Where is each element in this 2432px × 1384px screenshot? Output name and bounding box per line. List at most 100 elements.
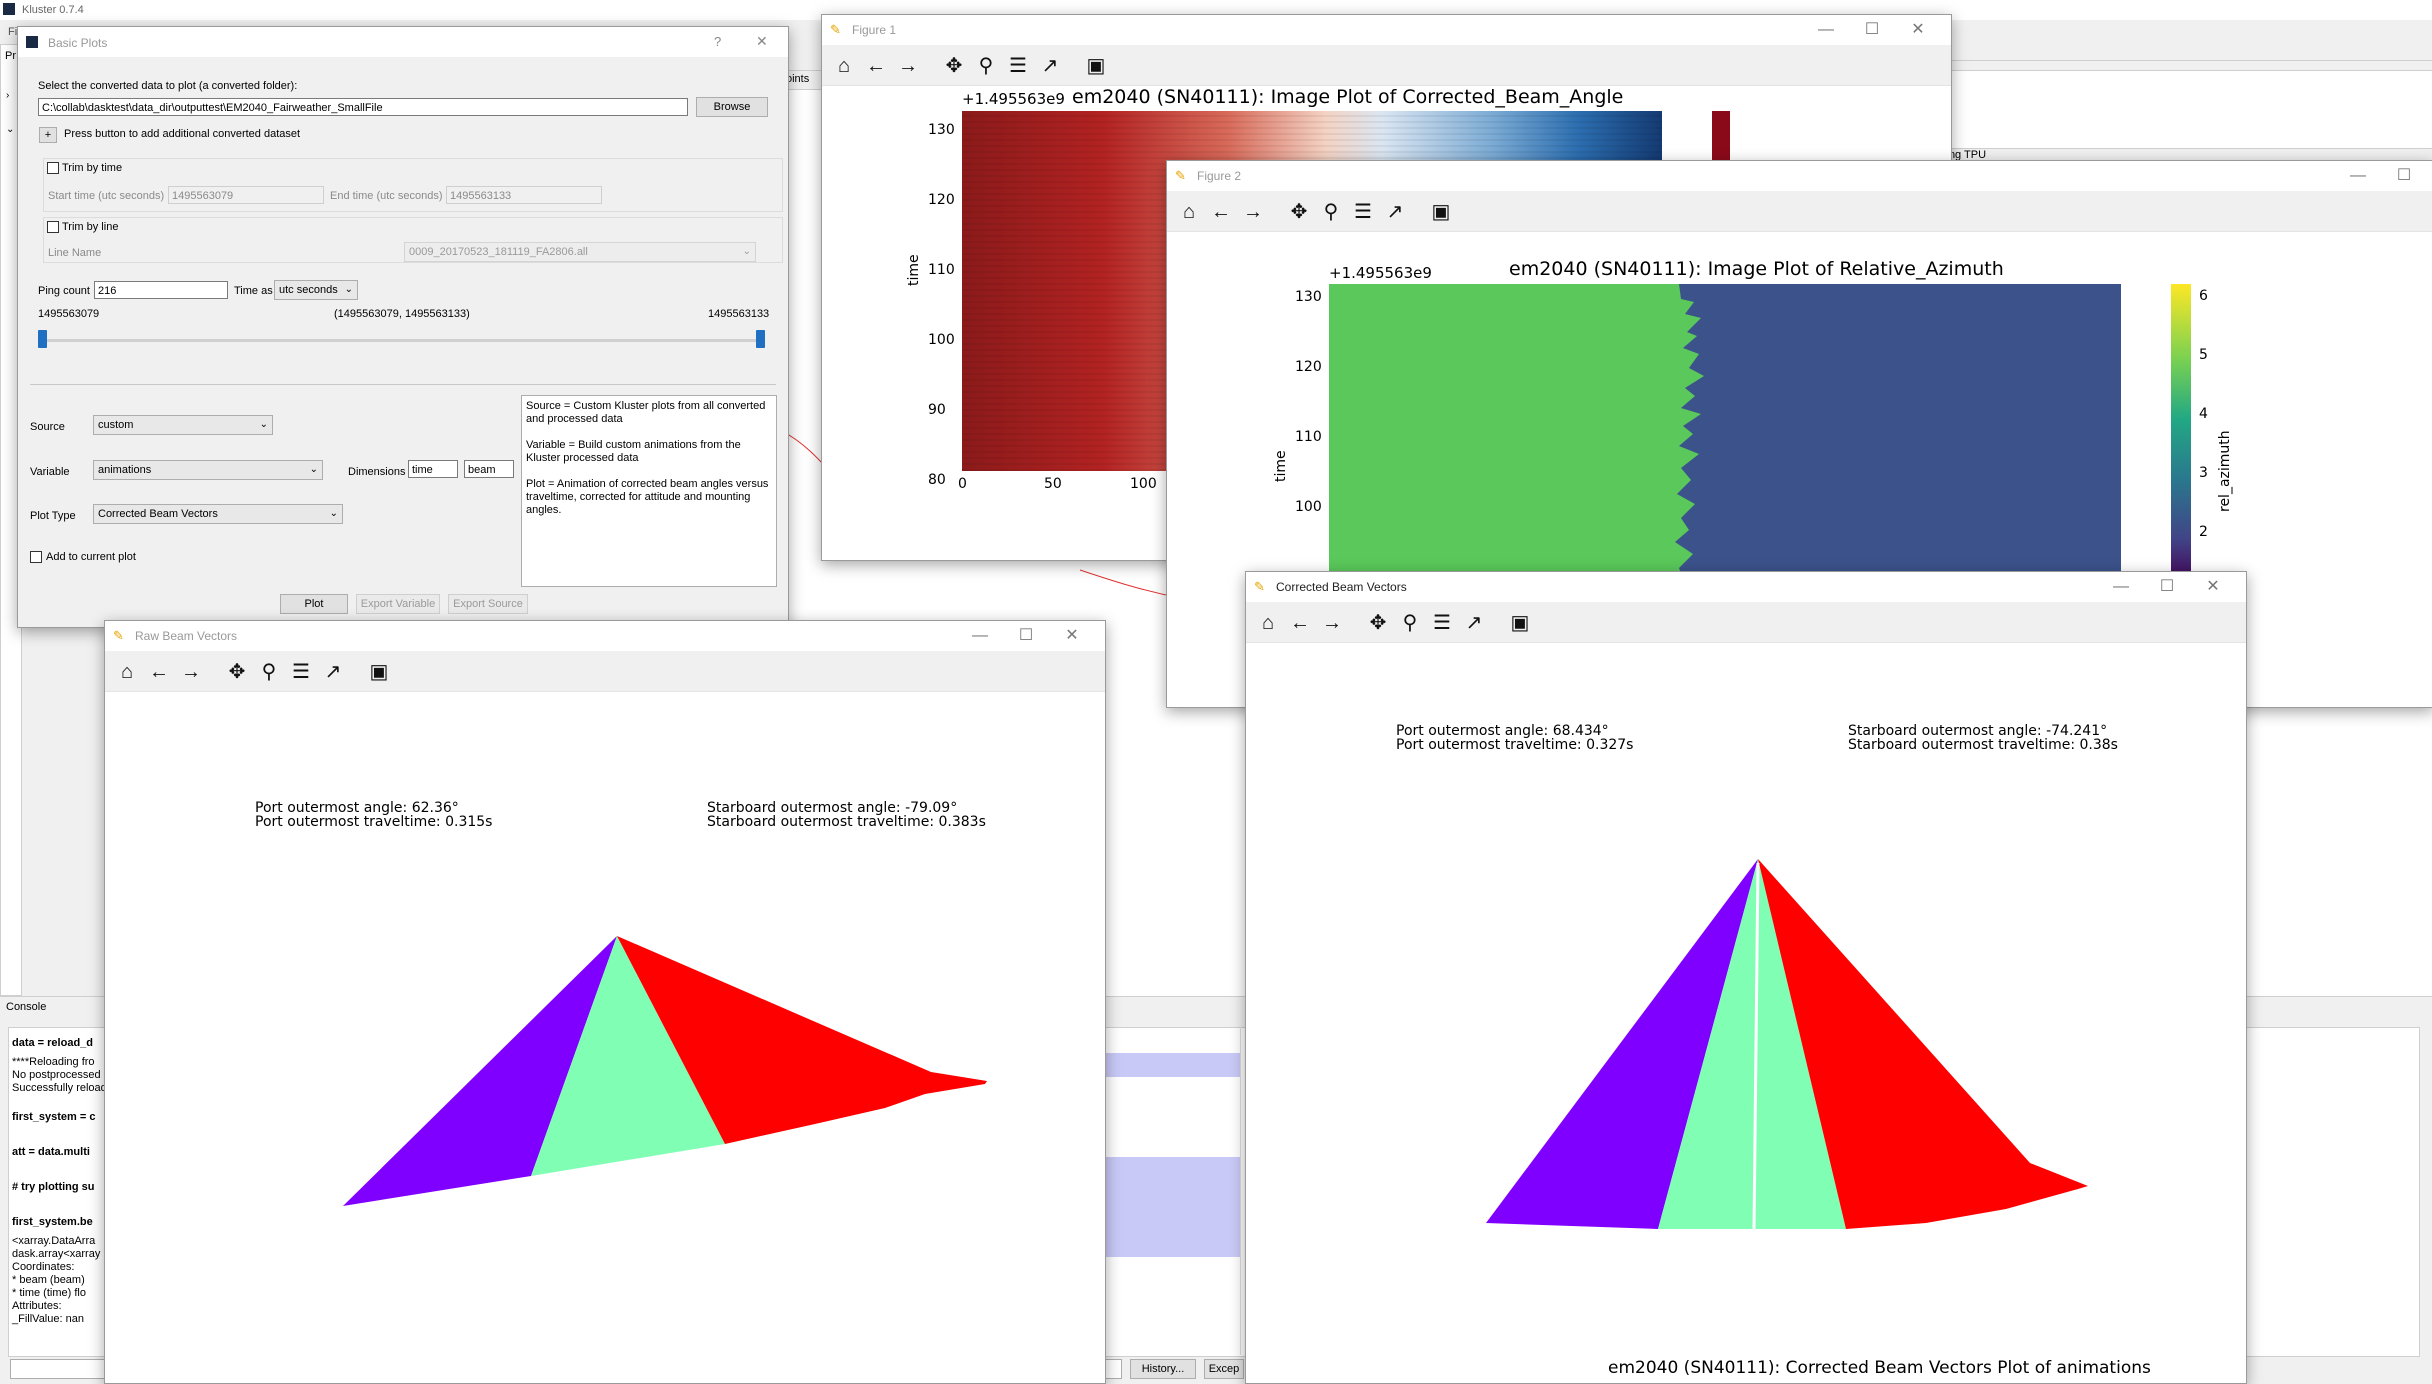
close-button[interactable]: ✕ (756, 33, 768, 49)
zoom-icon[interactable]: ⚲ (261, 661, 277, 683)
edit-axis-icon[interactable]: ↗ (1465, 612, 1483, 634)
chevron-down-icon[interactable]: ⌄ (6, 124, 15, 135)
forward-arrow-icon[interactable]: → (1243, 201, 1263, 223)
help-button[interactable]: ? (714, 34, 722, 49)
start-time-input[interactable]: 1495563079 (168, 186, 324, 204)
export-variable-button[interactable]: Export Variable (356, 594, 440, 614)
range-slider-track[interactable] (42, 339, 764, 342)
maximize-button[interactable]: ☐ (1018, 627, 1034, 644)
forward-arrow-icon[interactable]: → (1322, 612, 1342, 634)
figure1-xtick-label: 50 (1044, 476, 1062, 492)
colorbar-tick-label: 6 (2199, 288, 2208, 304)
zoom-icon[interactable]: ⚲ (978, 55, 994, 77)
close-button[interactable]: ✕ (1065, 627, 1079, 644)
save-icon[interactable]: ▣ (369, 661, 389, 683)
plot-type-combo[interactable]: Corrected Beam Vectors ⌄ (93, 504, 343, 524)
tab-points[interactable]: oints (785, 70, 827, 90)
dimension1-input[interactable]: time (408, 460, 458, 478)
home-icon[interactable]: ⌂ (120, 661, 134, 683)
menu-file[interactable]: Fi (8, 26, 18, 38)
range-max-label: 1495563133 (708, 308, 770, 320)
subplots-config-icon[interactable]: ☰ (1009, 55, 1027, 77)
home-icon[interactable]: ⌂ (1182, 201, 1196, 223)
save-icon[interactable]: ▣ (1510, 612, 1530, 634)
minimize-button[interactable]: — (1818, 21, 1834, 38)
corrected-canvas[interactable]: Port outermost angle: 68.434° Port outer… (1246, 643, 2246, 1383)
variable-combo[interactable]: animations ⌄ (93, 460, 323, 480)
subplots-config-icon[interactable]: ☰ (1354, 201, 1372, 223)
raw-canvas[interactable]: Port outermost angle: 62.36° Port outerm… (105, 692, 1105, 1383)
figure2-toolbar: ⌂ ← → ✥ ⚲ ☰ ↗ ▣ (1167, 191, 2432, 232)
ping-count-input[interactable]: 216 (94, 281, 228, 299)
corrected-beam-fan (1486, 859, 2088, 1230)
subplots-config-icon[interactable]: ☰ (1433, 612, 1451, 634)
colorbar (2171, 284, 2191, 584)
close-button[interactable]: ✕ (1911, 21, 1925, 38)
minimize-button[interactable]: — (2350, 167, 2366, 184)
add-current-checkbox[interactable] (30, 551, 42, 563)
converted-path-input[interactable]: C:\collab\dasktest\data_dir\outputtest\E… (38, 98, 688, 116)
back-arrow-icon[interactable]: ← (866, 55, 886, 77)
back-arrow-icon[interactable]: ← (149, 661, 169, 683)
range-slider-left-handle[interactable] (38, 330, 47, 348)
save-icon[interactable]: ▣ (1086, 55, 1106, 77)
maximize-button[interactable]: ☐ (2159, 578, 2175, 595)
forward-arrow-icon[interactable]: → (898, 55, 918, 77)
figure1-ytick-label: 90 (928, 402, 946, 418)
edit-axis-icon[interactable]: ↗ (1386, 201, 1404, 223)
home-icon[interactable]: ⌂ (837, 55, 851, 77)
add-dataset-button[interactable]: + (39, 127, 57, 143)
pan-icon[interactable]: ✥ (1369, 612, 1387, 634)
exceptions-button[interactable]: Excep (1204, 1359, 1244, 1379)
subplots-config-icon[interactable]: ☰ (292, 661, 310, 683)
maximize-button[interactable]: ☐ (1864, 21, 1880, 38)
edit-axis-icon[interactable]: ↗ (1041, 55, 1059, 77)
time-as-combo[interactable]: utc seconds ⌄ (274, 280, 358, 300)
corrected-starboard-angle: Starboard outermost angle: -74.241° (1848, 723, 2108, 739)
console-divider (1240, 1027, 1241, 1355)
right-panel-divider (1950, 60, 2432, 61)
zoom-icon[interactable]: ⚲ (1323, 201, 1339, 223)
raw-port-sector (343, 936, 617, 1206)
raw-port-angle: Port outermost angle: 62.36° (255, 800, 459, 816)
end-time-input[interactable]: 1495563133 (446, 186, 602, 204)
figure1-plot-title: em2040 (SN40111): Image Plot of Correcte… (1072, 86, 1624, 108)
minimize-button[interactable]: — (2113, 578, 2129, 595)
trim-line-checkbox[interactable] (47, 221, 59, 233)
close-button[interactable]: ✕ (2427, 165, 2432, 187)
maximize-button[interactable]: ☐ (2396, 167, 2412, 184)
plot-button[interactable]: Plot (280, 594, 348, 614)
trim-time-group (43, 158, 783, 212)
end-time-label: End time (utc seconds) (330, 190, 443, 202)
line-name-label: Line Name (48, 247, 102, 259)
range-slider-right-handle[interactable] (756, 330, 765, 348)
description-source: Source = Custom Kluster plots from all c… (526, 400, 766, 425)
pan-icon[interactable]: ✥ (1290, 201, 1308, 223)
figure-icon: ✎ (1175, 168, 1186, 183)
save-icon[interactable]: ▣ (1431, 201, 1451, 223)
corrected-starboard-sector (1758, 859, 2088, 1229)
colorbar-tick-label: 5 (2199, 347, 2208, 363)
figure2-ylabel: time (1273, 450, 1289, 482)
pan-icon[interactable]: ✥ (945, 55, 963, 77)
range-text-label: (1495563079, 1495563133) (334, 308, 470, 320)
source-combo[interactable]: custom ⌄ (93, 415, 273, 435)
edit-axis-icon[interactable]: ↗ (324, 661, 342, 683)
home-icon[interactable]: ⌂ (1261, 612, 1275, 634)
pan-icon[interactable]: ✥ (228, 661, 246, 683)
basic-plots-dialog: Basic Plots ? ✕ Select the converted dat… (17, 26, 789, 628)
history-button[interactable]: History... (1130, 1359, 1196, 1379)
browse-button[interactable]: Browse (696, 97, 768, 117)
console-highlight-1 (1100, 1053, 1240, 1077)
minimize-button[interactable]: — (972, 627, 988, 644)
expand-icon[interactable]: › (6, 90, 10, 101)
zoom-icon[interactable]: ⚲ (1402, 612, 1418, 634)
back-arrow-icon[interactable]: ← (1211, 201, 1231, 223)
back-arrow-icon[interactable]: ← (1290, 612, 1310, 634)
trim-time-checkbox[interactable] (47, 162, 59, 174)
dimension2-input[interactable]: beam (464, 460, 514, 478)
export-source-button[interactable]: Export Source (448, 594, 528, 614)
forward-arrow-icon[interactable]: → (181, 661, 201, 683)
close-button[interactable]: ✕ (2206, 578, 2220, 595)
line-name-combo[interactable]: 0009_20170523_181119_FA2806.all ⌄ (404, 242, 756, 262)
